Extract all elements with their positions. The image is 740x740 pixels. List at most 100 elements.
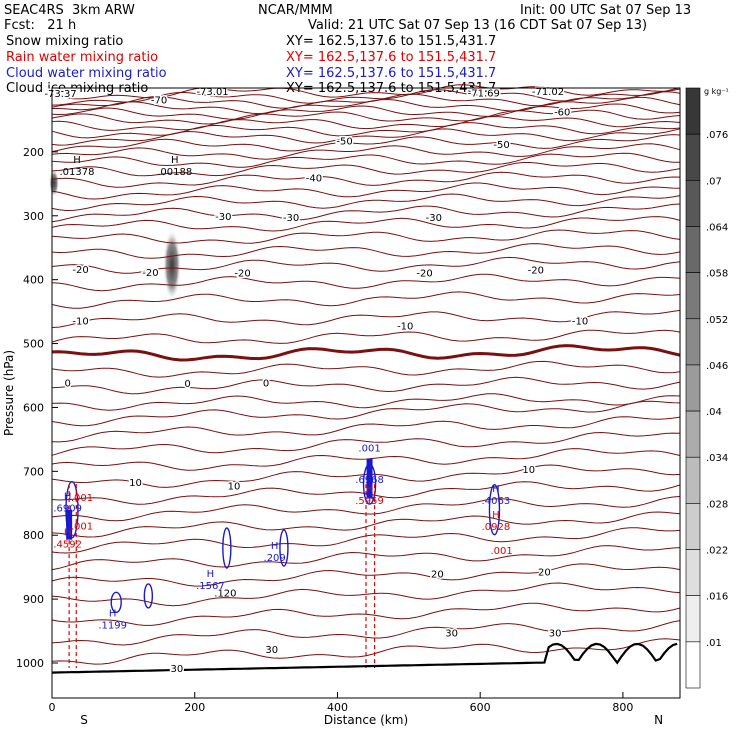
init-time: Init: 00 UTC Sat 07 Sep 13 <box>520 3 692 18</box>
colorbar-tick-label: .052 <box>706 315 728 326</box>
contour-label: -20 <box>72 265 88 276</box>
maximum-marker: H <box>64 492 72 503</box>
y-tick-label: 300 <box>23 210 44 223</box>
contour-label: -30 <box>283 213 299 224</box>
contour-label: -20 <box>142 268 158 279</box>
cloud-water-core <box>366 458 373 499</box>
isotherm-line <box>51 431 681 456</box>
cloud-water-core <box>66 509 73 540</box>
maximum-marker: H <box>64 527 72 538</box>
plot-frame <box>51 87 681 699</box>
isotherm-line <box>51 84 681 100</box>
isotherm-line <box>51 602 681 626</box>
small-contour-label: .001 <box>358 444 380 455</box>
colorbar-segment <box>685 410 701 458</box>
contour-label: -10 <box>397 322 413 333</box>
colorbar-segment <box>685 456 701 504</box>
contour-label: -30 <box>426 213 442 224</box>
contour-label: -20 <box>528 265 544 276</box>
maximum-value: .1199 <box>98 620 127 631</box>
maximum-marker: H <box>492 484 500 495</box>
maximum-marker: H <box>271 541 279 552</box>
field-xy-snow: XY= 162.5,137.6 to 151.5,431.7 <box>286 34 497 49</box>
colorbar-tick-label: .046 <box>706 361 728 372</box>
isotherm-line <box>51 103 681 120</box>
isotherm-line <box>51 256 681 274</box>
colorbar-segment <box>685 272 701 320</box>
y-tick-label: 700 <box>23 465 44 478</box>
isotherm-line <box>51 416 681 443</box>
x-tick-label: 600 <box>470 701 491 714</box>
field-name-snow: Snow mixing ratio <box>6 34 124 49</box>
isotherm-line <box>51 109 681 125</box>
contour-label: -10 <box>72 317 88 328</box>
contour-label: -60 <box>554 108 570 119</box>
isotherm-line <box>51 448 681 471</box>
colorbar-segment <box>685 180 701 227</box>
y-tick-label: 1000 <box>16 657 44 670</box>
contour-label: -20 <box>234 269 250 280</box>
x-tick-label: 800 <box>612 701 633 714</box>
cloud-water-contour <box>222 527 232 569</box>
x-end-label-north: N <box>654 713 663 727</box>
isotherm-line <box>51 309 681 328</box>
maximum-marker: H <box>492 510 500 521</box>
contour-label: -73.01 <box>196 87 228 98</box>
valid-time: Valid: 21 UTC Sat 07 Sep 13 (16 CDT Sat … <box>308 18 648 33</box>
cloud-water-contour <box>110 591 122 614</box>
field-name-cloud-water: Cloud water mixing ratio <box>6 66 167 81</box>
contour-label: -71.69 <box>468 88 500 99</box>
organization: NCAR/MMM <box>258 3 333 18</box>
isotherm-line <box>51 229 681 244</box>
contour-label: -71.02 <box>532 87 564 98</box>
contour-label: 0 <box>65 379 71 390</box>
isotherm-line <box>51 122 681 139</box>
terrain-line <box>51 642 678 674</box>
colorbar-tick-label: .01 <box>706 638 722 649</box>
isotherm-line <box>51 128 681 146</box>
ice-shaded-core <box>49 169 59 197</box>
contour-label: -70 <box>151 96 167 107</box>
maximum-marker: H <box>109 608 117 619</box>
y-tick-label: 200 <box>23 146 44 159</box>
small-contour-label: .001 <box>71 522 93 533</box>
contour-label: 20 <box>538 568 551 579</box>
colorbar-segment <box>685 364 701 412</box>
maximum-value: .0928 <box>482 522 511 533</box>
colorbar-tick-label: .064 <box>706 222 728 233</box>
contour-label: 10 <box>522 465 535 476</box>
field-xy-rain: XY= 162.5,137.6 to 151.5,431.7 <box>286 50 497 65</box>
maximum-value: .01378 <box>59 167 94 178</box>
isotherm-line <box>51 134 681 153</box>
cloud-water-contour <box>143 583 154 609</box>
x-end-label-south: S <box>80 713 88 727</box>
isotherm-line <box>51 193 681 212</box>
colorbar-tick-label: .07 <box>706 176 722 187</box>
colorbar-unit: g kg⁻¹ <box>704 87 729 96</box>
contour-label: 0 <box>263 379 269 390</box>
maximum-value: .209 <box>264 553 286 564</box>
isotherm-line <box>51 582 681 607</box>
colorbar-tick-label: .058 <box>706 269 728 280</box>
y-tick-label: 800 <box>23 529 44 542</box>
contour-label: 30 <box>549 628 562 639</box>
maximum-value: .6968 <box>355 475 384 486</box>
contour-label: 10 <box>129 478 142 489</box>
y-axis-title: Pressure (hPa) <box>2 350 16 436</box>
x-tick-label: 0 <box>49 701 56 714</box>
colorbar-segment <box>685 641 701 689</box>
isotherm-line <box>52 96 681 115</box>
small-contour-label: .001 <box>71 493 93 504</box>
contour-label: -30 <box>215 212 231 223</box>
isotherm-line <box>51 400 681 427</box>
model-name: SEAC4RS 3km ARW <box>4 3 135 18</box>
maximum-marker: H <box>73 155 81 166</box>
isotherm-line <box>51 329 681 344</box>
maximum-value: .00188 <box>157 167 192 178</box>
y-tick-label: 400 <box>23 274 44 287</box>
isotherm-line <box>51 464 681 488</box>
colorbar-segment <box>685 595 701 643</box>
maximum-marker: H <box>366 484 374 495</box>
isotherm-line <box>51 152 680 168</box>
snow-shaded-core <box>163 229 181 301</box>
